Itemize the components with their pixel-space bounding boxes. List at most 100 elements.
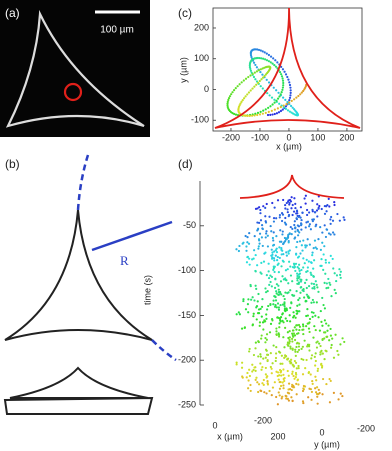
trajectory-dot [290, 232, 293, 236]
trajectory-dot [317, 388, 320, 391]
trajectory-dot [263, 74, 266, 78]
trajectory-dot [294, 206, 297, 210]
trajectory-dot [255, 304, 259, 308]
trajectory-dot [321, 296, 324, 300]
trajectory-dot [323, 281, 326, 284]
trajectory-dot [279, 320, 282, 323]
trajectory-dot [337, 353, 340, 356]
trajectory-dot [279, 229, 282, 232]
trajectory-dot [270, 285, 273, 288]
trajectory-dot [278, 256, 281, 260]
channel-outline [5, 9, 145, 128]
trajectory-dot [280, 374, 283, 377]
trajectory-dot [299, 252, 302, 255]
trajectory-dot [280, 354, 283, 357]
trajectory-dot [286, 208, 289, 211]
trajectory-dot [265, 353, 269, 356]
y-tick-label: 100 [194, 53, 209, 63]
trajectory-dot [337, 398, 340, 401]
trajectory-dot [264, 73, 268, 76]
trajectory-dot [319, 353, 322, 356]
x-tick-label: 200 [339, 132, 354, 142]
trajectory-dot [257, 390, 260, 394]
trajectory-dot [272, 239, 275, 242]
trajectory-dot [295, 209, 299, 212]
trajectory-dot [256, 312, 260, 315]
trajectory-dot [299, 216, 302, 219]
trajectory-dot [291, 227, 294, 230]
trajectory-dot [265, 232, 268, 235]
trajectory-dot [242, 97, 246, 100]
x-tick-label: 0 [286, 132, 291, 142]
z-tick-label: -100 [178, 265, 196, 275]
trajectory-dot [259, 85, 262, 88]
trajectory-dot [294, 269, 297, 273]
trajectory-dot [286, 319, 289, 323]
trajectory-dot [327, 324, 330, 327]
trajectory-dot [265, 317, 268, 320]
trajectory-dot [248, 374, 252, 378]
trajectory-dot [282, 260, 285, 263]
trajectory-dot [296, 224, 299, 227]
trajectory-dot [260, 315, 263, 318]
trajectory-dot [286, 75, 289, 79]
trajectory-dot [255, 66, 258, 69]
trajectory-dot [250, 55, 253, 59]
trajectory-dot [287, 374, 290, 377]
trajectory-dot [244, 77, 248, 80]
trajectory-dot [290, 388, 293, 392]
trajectory-dot [312, 336, 315, 339]
trajectory-dot [314, 352, 317, 355]
trajectory-dot [313, 239, 317, 242]
trajectory-dot [314, 328, 317, 332]
trajectory-dot [288, 314, 291, 317]
trajectory-dot [300, 223, 303, 226]
trajectory-dot [263, 319, 266, 322]
y-axis-label: y (µm) [178, 57, 188, 83]
trajectory-dot [297, 323, 301, 327]
trajectory-dot [246, 371, 249, 375]
trajectory-dot [264, 108, 267, 111]
trajectory-dot [281, 77, 284, 80]
trajectory-dot [277, 335, 281, 338]
trajectory-dot [302, 325, 305, 328]
trajectory-dot [293, 197, 296, 200]
trajectory-dot [248, 65, 252, 69]
trajectory-dot [311, 218, 314, 221]
trajectory-dot [269, 280, 272, 284]
trajectory-dot [330, 295, 333, 298]
trajectory-dot [312, 247, 315, 250]
trajectory-dot [238, 313, 241, 316]
trajectory-dot [339, 343, 342, 346]
trajectory-dot [247, 75, 250, 79]
trajectory-dot [283, 379, 286, 383]
trajectory-dot [237, 311, 240, 314]
trajectory-dot [331, 231, 335, 234]
trajectory-dot [240, 100, 243, 103]
trajectory-dot [271, 236, 275, 240]
trajectory-dot [292, 335, 295, 338]
trajectory-dot [246, 241, 249, 244]
trajectory-dot [257, 355, 260, 358]
trajectory-dot [315, 209, 319, 212]
trajectory-dot [289, 104, 293, 108]
trajectory-dot [295, 245, 298, 249]
trajectory-dot [282, 377, 285, 381]
trajectory-dot [274, 359, 277, 363]
trajectory-dot [295, 96, 298, 99]
x-tick-label: -100 [251, 132, 269, 142]
trajectory-dot [287, 241, 290, 244]
trajectory-dot [324, 258, 327, 262]
trajectory-dot [252, 312, 255, 315]
trajectory-dot [256, 381, 259, 384]
trajectory-dot [336, 212, 339, 216]
trajectory-dot [240, 327, 244, 330]
trajectory-dot [315, 283, 318, 286]
trajectory-dot [328, 281, 331, 284]
trajectory-dot [295, 324, 299, 327]
trajectory-dot [311, 382, 314, 385]
trajectory-dot [281, 362, 284, 365]
plot-frame [212, 7, 363, 132]
trajectory-dot [287, 282, 290, 285]
trajectory-dot [274, 295, 277, 299]
